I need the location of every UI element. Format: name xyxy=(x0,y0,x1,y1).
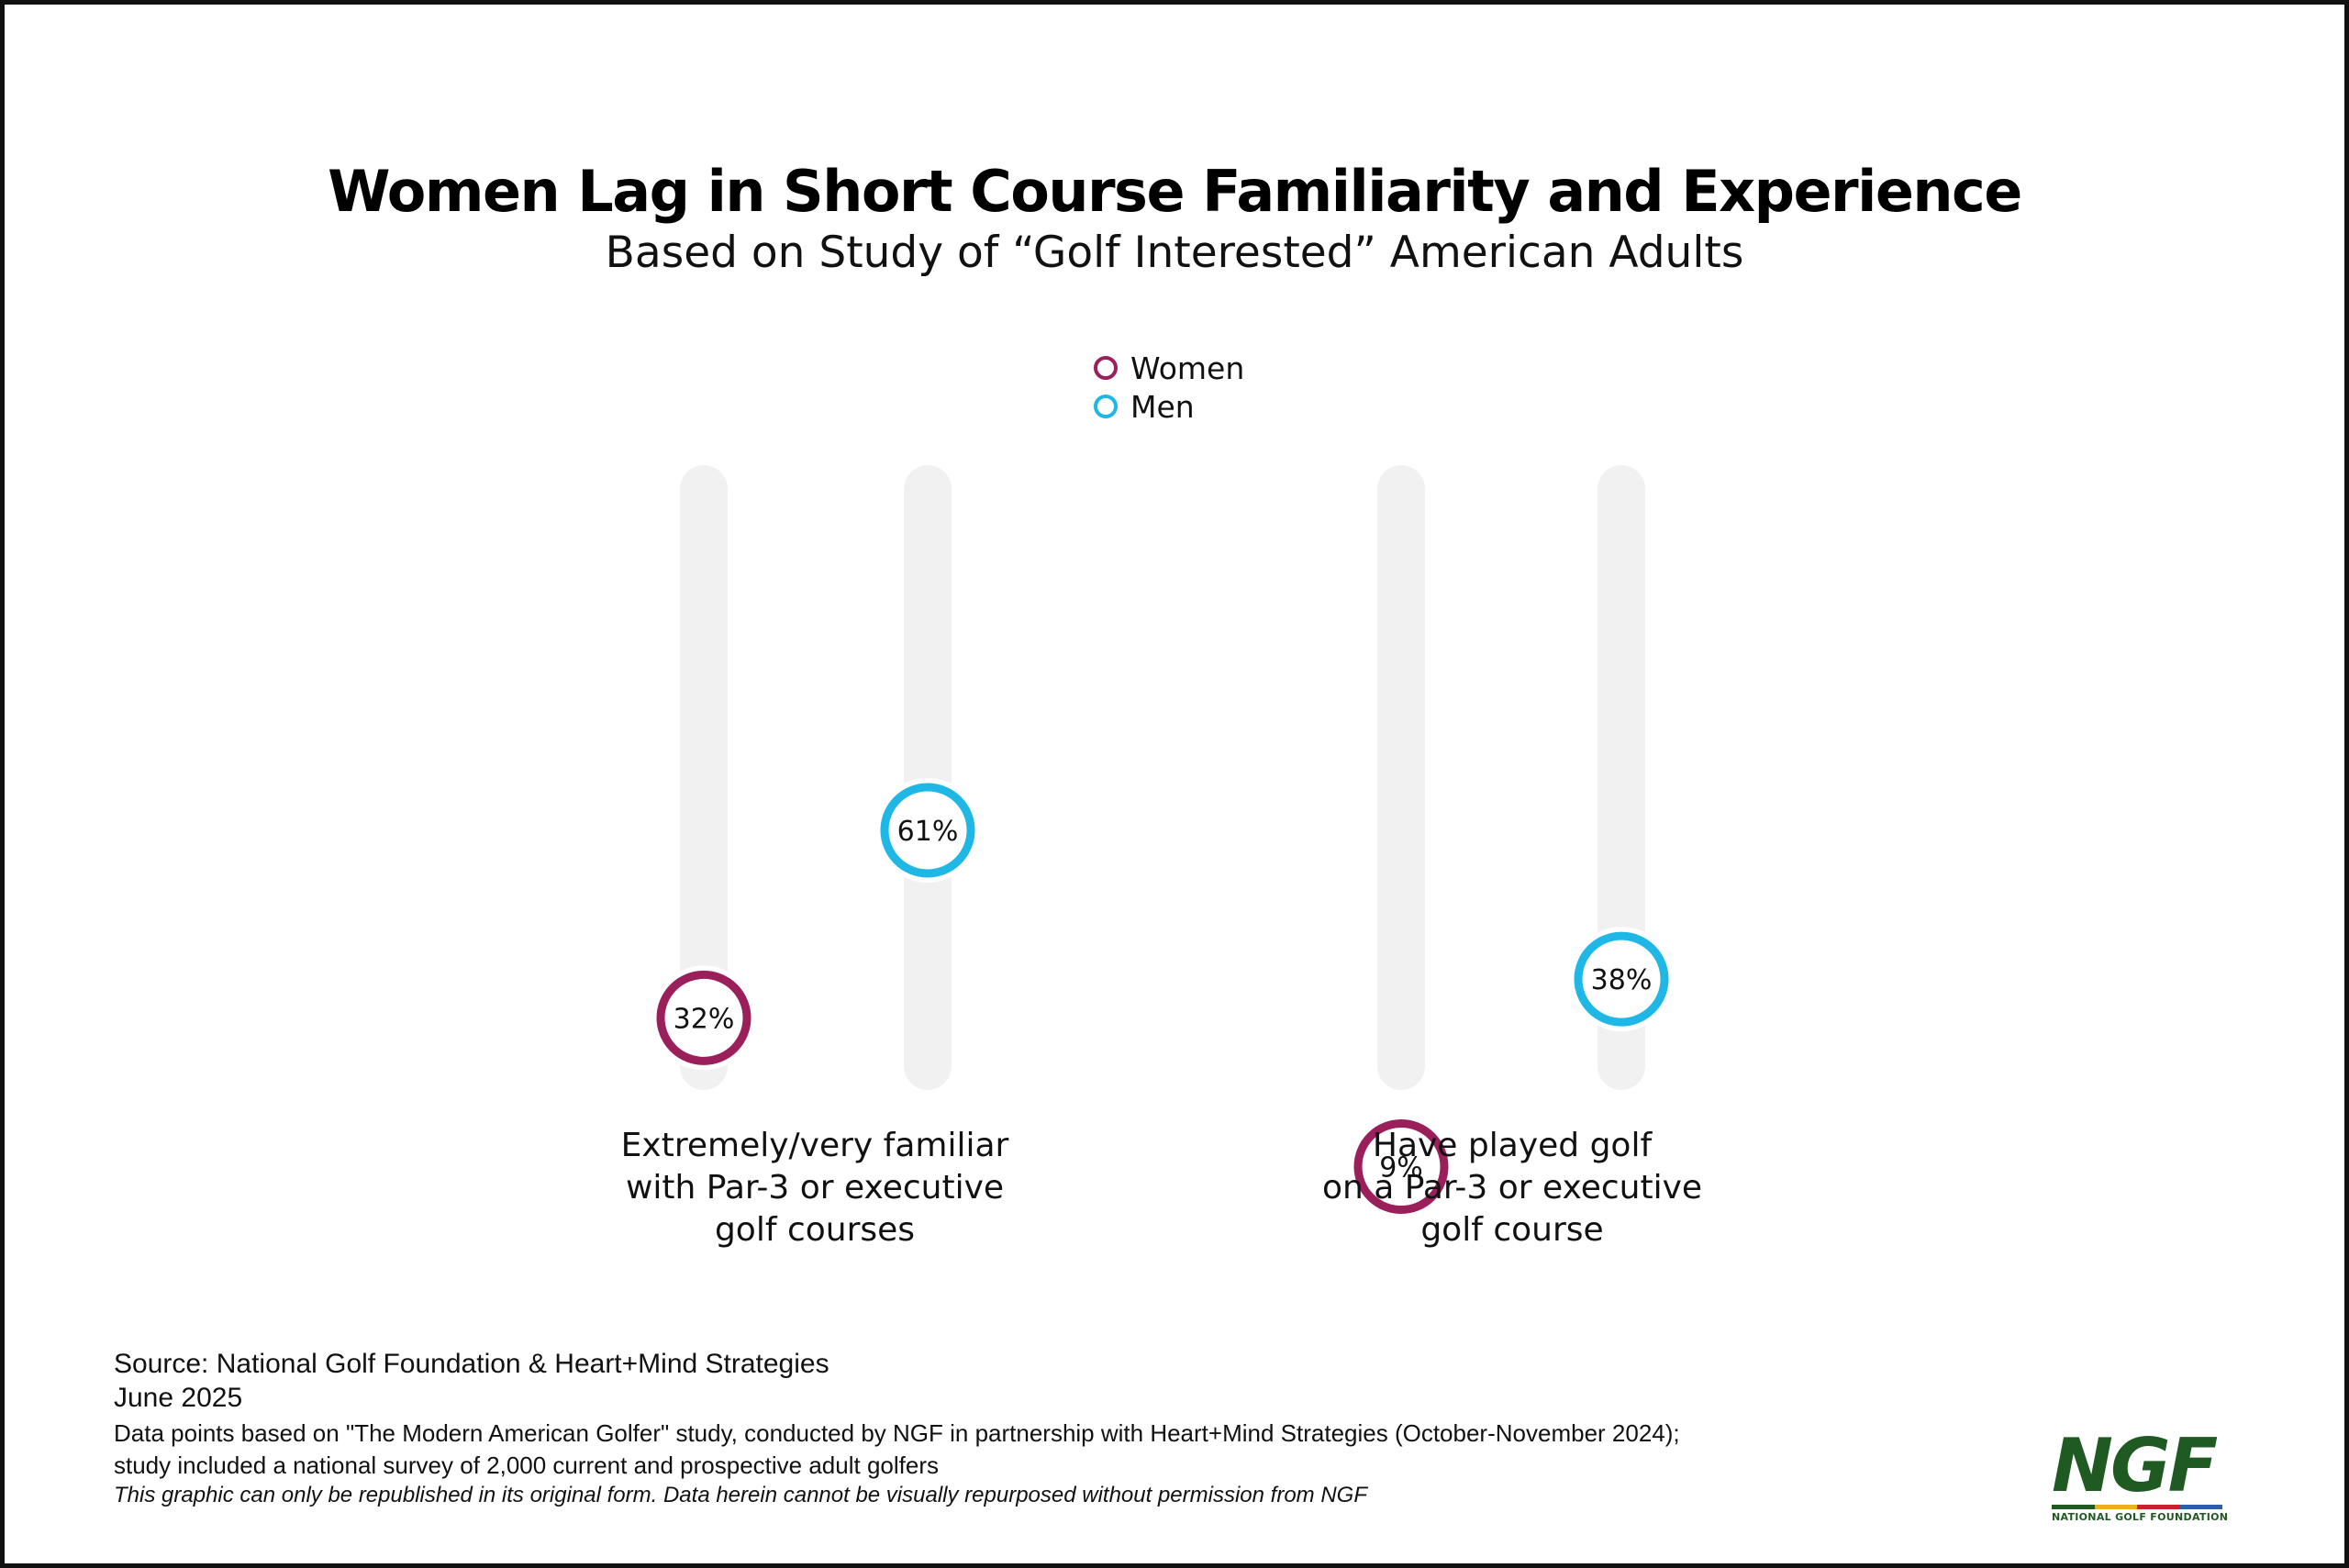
logo-stripes xyxy=(2052,1505,2222,1509)
source-note-cont: study included a national survey of 2,00… xyxy=(114,1451,939,1479)
source-date: June 2025 xyxy=(114,1383,243,1413)
track-men-0 xyxy=(904,465,952,1090)
category-label-line: Extremely/very familiar xyxy=(620,1127,1009,1164)
data-label-women-0: 32% xyxy=(674,1003,735,1035)
legend-item-men: Men xyxy=(1094,387,1244,426)
category-label-line: golf course xyxy=(1420,1211,1604,1249)
dot-women-1 xyxy=(1353,1119,1449,1215)
legend-item-women: Women xyxy=(1094,349,1244,387)
track-women-0 xyxy=(680,465,728,1090)
track-women-1 xyxy=(1377,465,1425,1090)
category-label-line: golf courses xyxy=(714,1211,916,1249)
source-disclaimer: This graphic can only be republished in … xyxy=(114,1483,1367,1507)
dot-women-0 xyxy=(656,970,751,1065)
category-label-familiar: Extremely/very familiar with Par-3 or ex… xyxy=(558,1125,1072,1251)
category-label-played: Have played golf on a Par-3 or executive… xyxy=(1255,1125,1769,1251)
logo-stripe xyxy=(2179,1505,2222,1509)
legend: Women Men xyxy=(1094,349,1244,426)
legend-marker-men xyxy=(1094,395,1118,418)
legend-marker-women xyxy=(1094,356,1118,380)
logo-subtext: NATIONAL GOLF FOUNDATION xyxy=(2052,1511,2229,1523)
logo-stripe xyxy=(2094,1505,2137,1509)
category-label-line: Have played golf xyxy=(1372,1127,1653,1164)
logo-text: NGF xyxy=(2052,1423,2218,1508)
data-label-women-1: 9% xyxy=(1379,1152,1423,1184)
source-note: Data points based on "The Modern America… xyxy=(114,1419,1680,1447)
legend-label-women: Women xyxy=(1130,350,1245,386)
chart-subtitle: Based on Study of “Golf Interested” Amer… xyxy=(605,228,1744,278)
source-text: Source: National Golf Foundation & Heart… xyxy=(114,1349,829,1379)
chart-title: Women Lag in Short Course Familiarity an… xyxy=(328,158,2022,225)
dot-men-1 xyxy=(1574,931,1669,1027)
logo-stripe xyxy=(2137,1505,2180,1509)
ngf-logo: NGF NATIONAL GOLF FOUNDATION xyxy=(2052,1429,2230,1523)
logo-stripe xyxy=(2052,1505,2095,1509)
legend-label-men: Men xyxy=(1130,388,1195,425)
category-label-line: with Par-3 or executive xyxy=(625,1169,1005,1207)
category-label-line: on a Par-3 or executive xyxy=(1321,1169,1703,1207)
data-label-men-0: 61% xyxy=(897,816,959,848)
data-label-men-1: 38% xyxy=(1591,964,1653,996)
dot-men-0 xyxy=(880,783,975,878)
